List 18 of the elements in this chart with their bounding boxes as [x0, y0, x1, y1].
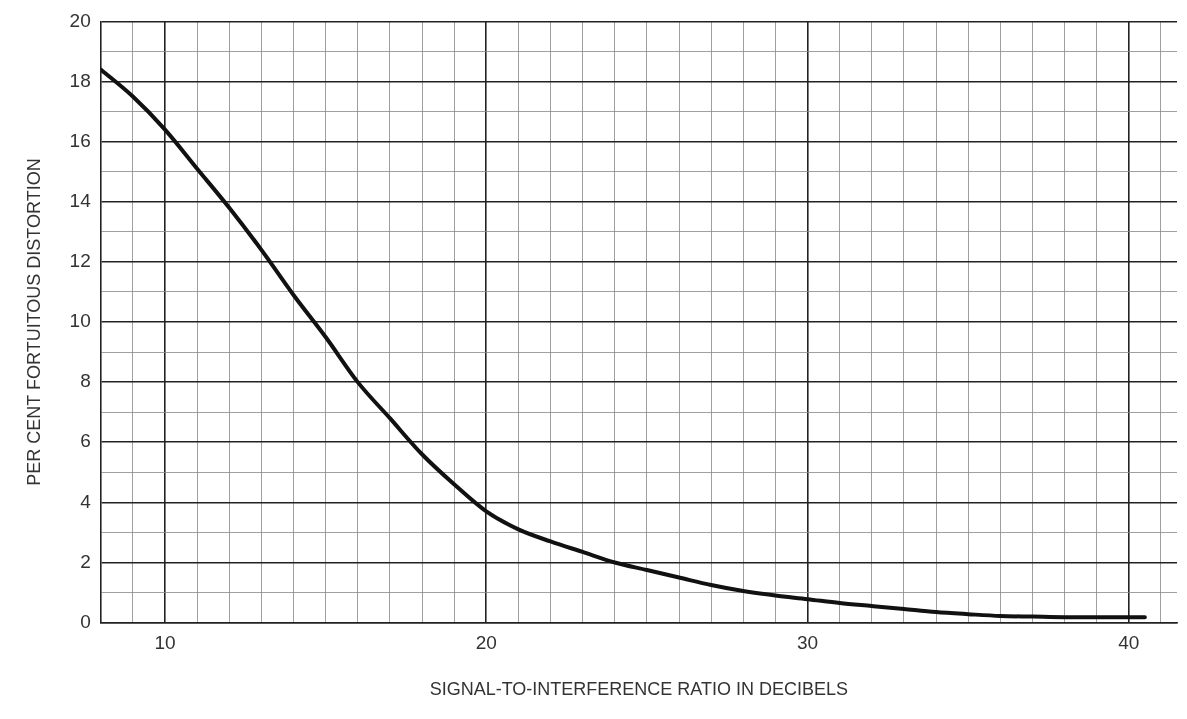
- x-tick-label: 10: [154, 632, 176, 654]
- y-tick-label: 0: [80, 610, 91, 632]
- y-tick-label: 6: [80, 430, 91, 452]
- y-tick-label: 2: [80, 550, 91, 572]
- x-axis-title: SIGNAL-TO-INTERFERENCE RATIO IN DECIBELS: [429, 679, 849, 700]
- line-series: [100, 67, 1147, 620]
- y-tick-label: 20: [69, 9, 91, 31]
- y-tick-label: 14: [69, 189, 92, 211]
- y-tick-label: 4: [80, 490, 92, 512]
- y-tick-label: 12: [69, 250, 91, 272]
- x-tick-label: 20: [475, 632, 497, 654]
- y-tick-label: 16: [69, 129, 91, 151]
- x-tick-label: 30: [796, 632, 819, 654]
- x-tick-label: 40: [1118, 632, 1140, 654]
- y-axis-title: PER CENT FORTUITOUS DISTORTION: [23, 158, 44, 486]
- y-tick-label: 18: [69, 69, 91, 91]
- y-tick-label: 8: [80, 370, 91, 392]
- y-tick-label: 10: [69, 310, 91, 332]
